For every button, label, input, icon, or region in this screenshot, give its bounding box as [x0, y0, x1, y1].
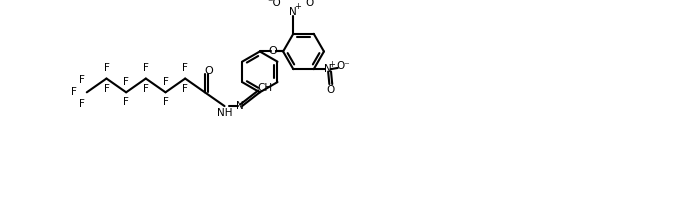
- Text: N: N: [236, 101, 244, 111]
- Text: F: F: [79, 99, 85, 109]
- Text: F: F: [104, 63, 109, 73]
- Text: F: F: [182, 84, 188, 94]
- Text: O: O: [268, 47, 277, 56]
- Text: +: +: [294, 2, 301, 11]
- Text: F: F: [104, 84, 109, 94]
- Text: F: F: [123, 77, 129, 87]
- Text: O⁻: O⁻: [336, 61, 350, 71]
- Text: O: O: [305, 0, 313, 8]
- Text: N: N: [290, 7, 297, 17]
- Text: O: O: [205, 66, 214, 76]
- Text: F: F: [71, 87, 77, 97]
- Text: O: O: [327, 85, 335, 95]
- Text: F: F: [163, 77, 168, 87]
- Text: F: F: [79, 75, 85, 85]
- Text: F: F: [163, 97, 168, 107]
- Text: +: +: [329, 60, 336, 69]
- Text: F: F: [143, 84, 148, 94]
- Text: ⁻O: ⁻O: [268, 0, 281, 8]
- Text: N: N: [324, 64, 332, 74]
- Text: NH: NH: [217, 108, 233, 118]
- Text: F: F: [182, 63, 188, 73]
- Text: F: F: [143, 63, 148, 73]
- Text: F: F: [123, 97, 129, 107]
- Text: CH: CH: [258, 83, 273, 92]
